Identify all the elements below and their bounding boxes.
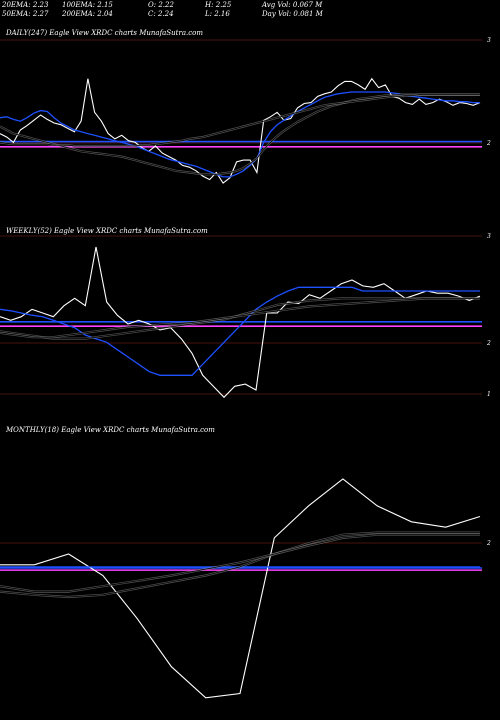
weekly-series-3-shadow — [0, 297, 480, 339]
weekly-series-2-core — [0, 297, 480, 340]
weekly-y-tick-1: 1 — [487, 391, 491, 398]
weekly-y-tick-2: 2 — [486, 340, 491, 347]
weekly-series-0-price — [0, 246, 481, 399]
stat-close: C: 2.24 — [148, 10, 174, 18]
daily-y-tick-2: 2 — [486, 140, 491, 147]
daily-series-3-core — [0, 94, 480, 147]
stat-50ema: 50EMA: 2.27 — [2, 10, 49, 18]
stat-low: L: 2.16 — [205, 10, 230, 18]
daily-series-2-core — [0, 94, 480, 175]
stat-open: O: 2.22 — [148, 1, 174, 9]
daily-series-2-shadow — [0, 93, 480, 176]
monthly-series-2-shadow — [0, 531, 480, 599]
daily-y-tick-3: 3 — [487, 37, 491, 44]
monthly-series-3-core — [0, 534, 480, 592]
weekly-series-2-shadow — [0, 297, 480, 340]
daily-chart-title: DAILY(247) Eagle View XRDC charts Munafa… — [6, 29, 203, 37]
stat-avg-vol: Avg Vol: 0.067 M — [262, 1, 323, 9]
monthly-y-tick-2: 2 — [486, 540, 491, 547]
stat-100ema: 100EMA: 2.15 — [62, 1, 113, 9]
weekly-series-1-ema_short — [0, 286, 480, 376]
stat-200ema: 200EMA: 2.04 — [62, 10, 113, 18]
daily-series-3-shadow — [0, 93, 480, 148]
daily-series-1-ema_short — [0, 91, 480, 178]
stat-20ema: 20EMA: 2.23 — [2, 1, 49, 9]
daily-series-0-price — [0, 77, 481, 184]
monthly-series-0-price — [0, 478, 481, 699]
weekly-series-3-core — [0, 297, 480, 338]
stat-day-vol: Day Vol: 0.081 M — [262, 10, 323, 18]
weekly-chart-title: WEEKLY(52) Eagle View XRDC charts Munafa… — [6, 227, 208, 235]
monthly-chart-title: MONTHLY(18) Eagle View XRDC charts Munaf… — [6, 426, 215, 434]
monthly-series-2-core — [0, 532, 480, 598]
weekly-y-tick-3: 3 — [487, 233, 491, 240]
stat-high: H: 2.25 — [205, 1, 232, 9]
